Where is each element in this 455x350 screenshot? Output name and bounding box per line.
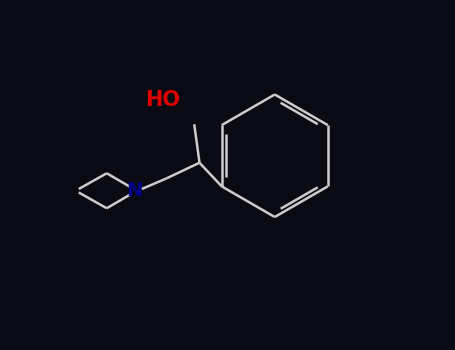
Text: N: N [126,181,143,200]
Text: HO: HO [145,90,180,110]
